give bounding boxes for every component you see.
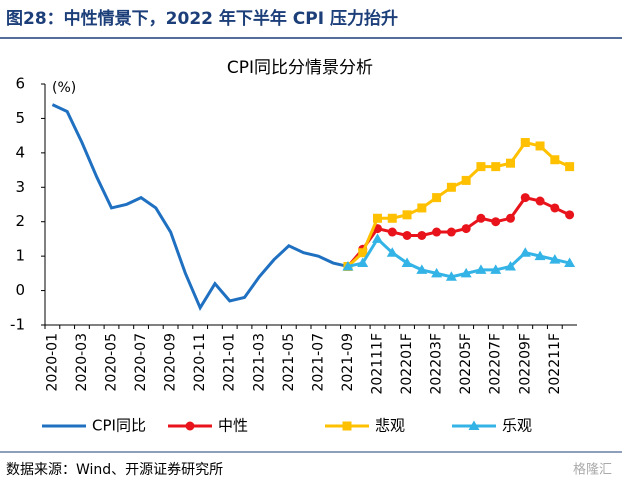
data-point <box>358 248 368 258</box>
data-point <box>505 260 516 271</box>
source-note: 数据来源：Wind、开源证券研究所 <box>6 462 223 478</box>
data-point <box>549 254 561 264</box>
x-tick-label: 2021-01 <box>222 333 238 392</box>
data-point <box>460 267 472 278</box>
data-point <box>402 230 412 240</box>
data-point <box>373 213 382 223</box>
x-tick-label: 2021-09 <box>340 333 356 392</box>
legend-marker <box>342 421 352 431</box>
legend-marker <box>468 420 480 430</box>
data-point <box>461 224 471 234</box>
data-point <box>475 264 487 274</box>
x-tick-label: 2021-03 <box>251 333 267 392</box>
data-point <box>417 230 427 240</box>
data-point <box>550 155 560 165</box>
data-point <box>476 162 486 172</box>
header-band <box>0 0 622 38</box>
data-point <box>506 213 515 223</box>
data-point <box>432 193 442 203</box>
data-point <box>416 264 428 274</box>
y-tick-label: 1 <box>15 247 25 265</box>
series-line <box>347 236 570 279</box>
data-point <box>446 182 456 192</box>
x-tick-label: 202211F <box>547 333 563 395</box>
data-point <box>520 193 530 203</box>
data-point <box>491 217 501 227</box>
legend-marker <box>185 421 195 431</box>
data-point <box>445 271 457 281</box>
data-point <box>417 203 427 213</box>
watermark: 格隆汇 <box>573 462 612 478</box>
data-point <box>535 141 545 151</box>
x-tick-label: 2020-03 <box>74 333 90 392</box>
x-tick-label: 202209F <box>517 333 533 395</box>
x-tick-label: 202111F <box>370 333 386 395</box>
data-point <box>565 210 575 220</box>
data-point <box>386 247 398 257</box>
legend-label: 乐观 <box>502 417 532 435</box>
x-tick-label: 2020-09 <box>163 333 179 392</box>
data-point <box>565 162 575 172</box>
x-tick-label: 2020-01 <box>44 333 60 392</box>
data-point <box>401 257 413 268</box>
data-point <box>476 213 486 223</box>
legend-label: 中性 <box>218 417 248 435</box>
data-point <box>491 162 501 172</box>
y-tick-label: 5 <box>15 109 25 127</box>
series-line <box>346 195 571 268</box>
x-tick-label: 2020-07 <box>133 333 149 392</box>
data-point <box>535 196 545 206</box>
figure-title: 图28：中性情景下，2022 年下半年 CPI 压力抬升 <box>6 8 398 29</box>
data-point <box>372 233 383 243</box>
y-tick-label: 3 <box>15 178 25 196</box>
data-point <box>490 264 502 274</box>
data-point <box>564 257 576 268</box>
y-tick-label: 4 <box>15 143 25 161</box>
data-point <box>520 138 530 148</box>
x-tick-label: 2021-05 <box>281 333 297 392</box>
y-tick-label: -1 <box>10 316 25 334</box>
data-point <box>534 250 546 261</box>
x-tick-label: 2020-05 <box>104 333 120 392</box>
x-tick-label: 202203F <box>429 333 445 395</box>
x-tick-label: 2021-07 <box>310 333 326 392</box>
y-tick-label: 2 <box>15 212 25 230</box>
legend-label: CPI同比 <box>92 417 146 435</box>
series-line <box>346 140 571 268</box>
data-point <box>387 213 397 223</box>
data-point <box>387 227 397 237</box>
legend-label: 悲观 <box>375 417 405 435</box>
x-tick-label: 202205F <box>458 333 474 395</box>
data-point <box>402 210 412 220</box>
data-point <box>342 260 354 271</box>
chart-title: CPI同比分情景分析 <box>227 58 373 78</box>
series-line <box>51 103 349 312</box>
y-unit: (%) <box>52 80 76 96</box>
x-tick-label: 2020-11 <box>192 333 208 392</box>
data-point <box>506 158 515 168</box>
data-point <box>519 247 531 257</box>
data-point <box>432 227 442 237</box>
data-point <box>431 267 443 278</box>
data-point <box>550 203 560 213</box>
data-point <box>357 257 369 268</box>
x-tick-label: 202201F <box>399 333 415 395</box>
x-tick-label: 202207F <box>488 333 504 395</box>
y-tick-label: 0 <box>15 281 25 299</box>
data-point <box>446 227 456 237</box>
data-point <box>461 175 471 185</box>
y-tick-label: 6 <box>15 75 25 93</box>
